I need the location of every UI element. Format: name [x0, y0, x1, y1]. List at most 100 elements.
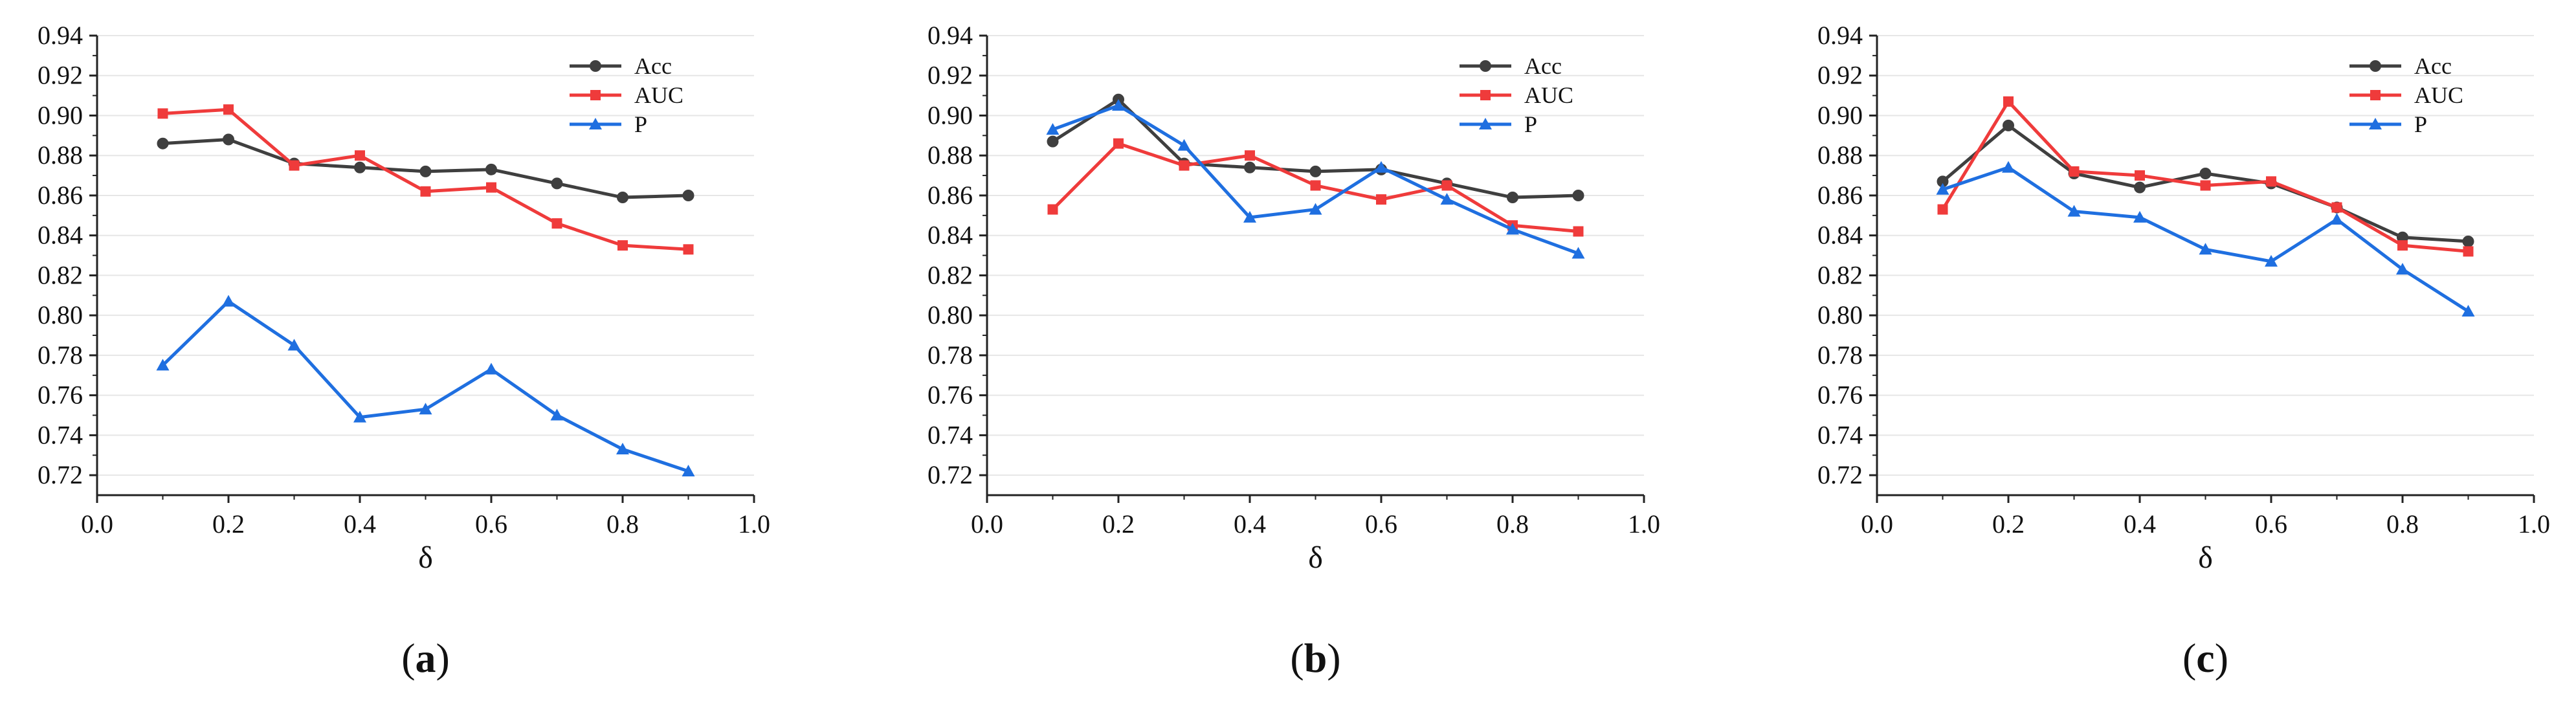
y-tick-label: 0.88 [1817, 140, 1863, 170]
data-point-p [616, 443, 629, 454]
y-tick-label: 0.76 [927, 381, 973, 410]
y-tick-label: 0.72 [38, 460, 83, 489]
data-point-auc [2135, 170, 2145, 181]
data-point-p [222, 295, 235, 307]
y-tick-label: 0.82 [1817, 260, 1863, 289]
y-tick-label: 0.80 [927, 300, 973, 329]
data-point-auc [2397, 240, 2408, 251]
data-point-auc [486, 182, 496, 193]
charts-layer: 0.72 0.74 0.76 0.78 0.80 0.82 0.84 0.86 0.88 0.90… [38, 21, 2550, 681]
x-tick-label: 0.0 [971, 509, 1003, 539]
data-point-p [550, 408, 564, 421]
y-tick-label: 0.76 [38, 381, 83, 410]
data-point-auc [223, 104, 234, 115]
data-point-auc [2463, 246, 2474, 257]
data-point-acc [157, 137, 169, 150]
data-point-p [419, 403, 432, 415]
data-point-acc [2462, 235, 2474, 247]
data-point-acc [223, 133, 234, 146]
data-point-auc [1573, 226, 1584, 237]
data-point-auc [1310, 180, 1321, 191]
data-point-auc [2003, 96, 2014, 107]
legend-marker-auc [590, 90, 601, 100]
y-tick-label: 0.92 [38, 61, 83, 90]
y-tick-label: 0.80 [38, 300, 83, 329]
x-tick-label: 0.4 [2124, 509, 2156, 539]
data-point-p [2461, 305, 2475, 317]
data-point-auc [1441, 180, 1452, 191]
data-point-p [1506, 223, 1519, 235]
data-point-p [1571, 247, 1585, 259]
data-point-p [353, 410, 366, 423]
x-axis-label: δ [2198, 540, 2213, 575]
x-tick-label: 0.8 [1496, 509, 1529, 539]
data-point-p [682, 464, 695, 476]
x-tick-label: 1.0 [2518, 509, 2550, 539]
data-point-auc [355, 150, 365, 161]
data-point-auc [1245, 150, 1255, 161]
legend-marker-p [2369, 118, 2382, 129]
data-point-auc [2331, 202, 2342, 213]
legend-label-acc: Acc [1524, 53, 1562, 79]
data-point-auc [2266, 176, 2276, 187]
panel-label: (a) [401, 635, 450, 681]
y-tick-label: 0.92 [927, 61, 973, 90]
x-tick-label: 0.0 [1861, 509, 1893, 539]
data-point-acc [682, 189, 694, 201]
y-tick-label: 0.88 [38, 140, 83, 170]
data-point-auc [157, 108, 168, 119]
y-tick-label: 0.82 [927, 260, 973, 289]
y-tick-label: 0.84 [1817, 221, 1863, 250]
x-axis-label: δ [1308, 540, 1323, 575]
y-tick-label: 0.74 [1817, 420, 1863, 449]
y-tick-label: 0.80 [1817, 300, 1863, 329]
y-tick-label: 0.78 [1817, 340, 1863, 370]
x-tick-label: 1.0 [738, 509, 770, 539]
y-tick-label: 0.74 [38, 420, 83, 449]
y-tick-label: 0.82 [38, 260, 83, 289]
legend-label-p: P [2414, 111, 2427, 137]
y-tick-label: 0.84 [38, 221, 83, 250]
legend-marker-acc [2370, 60, 2381, 72]
data-point-acc [551, 177, 563, 190]
legend-marker-p [589, 118, 602, 129]
x-tick-label: 0.6 [2255, 509, 2287, 539]
y-tick-label: 0.76 [1817, 381, 1863, 410]
legend-label-auc: AUC [2414, 82, 2463, 108]
data-point-p [2396, 263, 2409, 275]
x-tick-label: 0.8 [606, 509, 639, 539]
data-point-acc [617, 192, 628, 204]
x-tick-label: 0.2 [1102, 509, 1135, 539]
data-point-auc [617, 240, 628, 251]
legend-label-acc: Acc [634, 53, 672, 79]
chart-panel-c: 0.72 0.74 0.76 0.78 0.80 0.82 0.84 0.86 0.88 0.90… [1817, 21, 2550, 681]
y-tick-label: 0.86 [38, 181, 83, 210]
data-point-p [1112, 99, 1125, 111]
legend-marker-auc [1480, 90, 1491, 100]
y-tick-label: 0.84 [927, 221, 973, 250]
y-tick-label: 0.78 [927, 340, 973, 370]
data-point-p [1309, 203, 1322, 215]
data-point-p [2265, 254, 2278, 267]
data-point-auc [1113, 138, 1124, 149]
data-point-acc [1507, 192, 1518, 204]
x-tick-label: 0.8 [2386, 509, 2419, 539]
y-tick-label: 0.92 [1817, 61, 1863, 90]
data-point-p [2002, 161, 2015, 173]
data-point-p [287, 339, 301, 351]
y-tick-label: 0.90 [927, 100, 973, 129]
legend-label-auc: AUC [634, 82, 683, 108]
x-tick-label: 0.6 [475, 509, 507, 539]
x-tick-label: 0.4 [344, 509, 376, 539]
x-tick-label: 0.0 [81, 509, 113, 539]
y-tick-label: 0.86 [927, 181, 973, 210]
data-point-acc [354, 161, 366, 173]
data-point-p [156, 359, 170, 371]
y-tick-label: 0.90 [1817, 100, 1863, 129]
data-point-auc [289, 160, 300, 171]
data-point-auc [1047, 204, 1058, 215]
data-point-auc [1179, 160, 1190, 171]
legend-label-p: P [1524, 111, 1537, 137]
data-point-auc [551, 218, 562, 229]
